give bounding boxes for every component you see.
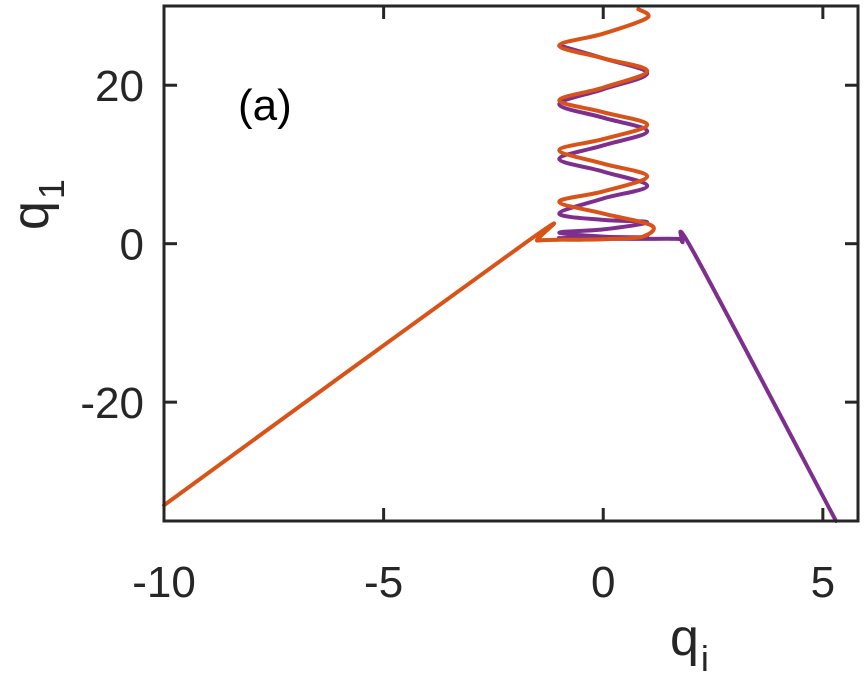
y-tick-label: 0	[120, 221, 144, 270]
y-axis-label-group: q1	[2, 179, 72, 230]
y-tick-label: -20	[80, 379, 144, 428]
y-axis-label: q1	[2, 179, 72, 230]
series-layer	[162, 7, 838, 523]
x-tick-label: 5	[811, 558, 835, 607]
x-axis-label: qi	[670, 609, 709, 673]
y-axis-label-main: q	[2, 201, 60, 230]
y-axis-label-subscript: 1	[31, 179, 72, 199]
panel-label: (a)	[238, 81, 292, 130]
x-axis-label-subscript: i	[701, 638, 709, 673]
x-tick-label: -5	[364, 558, 403, 607]
x-axis-label-main: q	[670, 609, 699, 667]
plot-frame	[162, 4, 860, 523]
series-line-2	[162, 7, 656, 508]
plot-area	[164, 6, 858, 521]
y-tick-label: 20	[95, 62, 144, 111]
x-tick-label: 0	[591, 558, 615, 607]
x-tick-label: -10	[132, 558, 196, 607]
tick-layer: -10 -5 0 5 -20 0 20	[80, 6, 858, 607]
